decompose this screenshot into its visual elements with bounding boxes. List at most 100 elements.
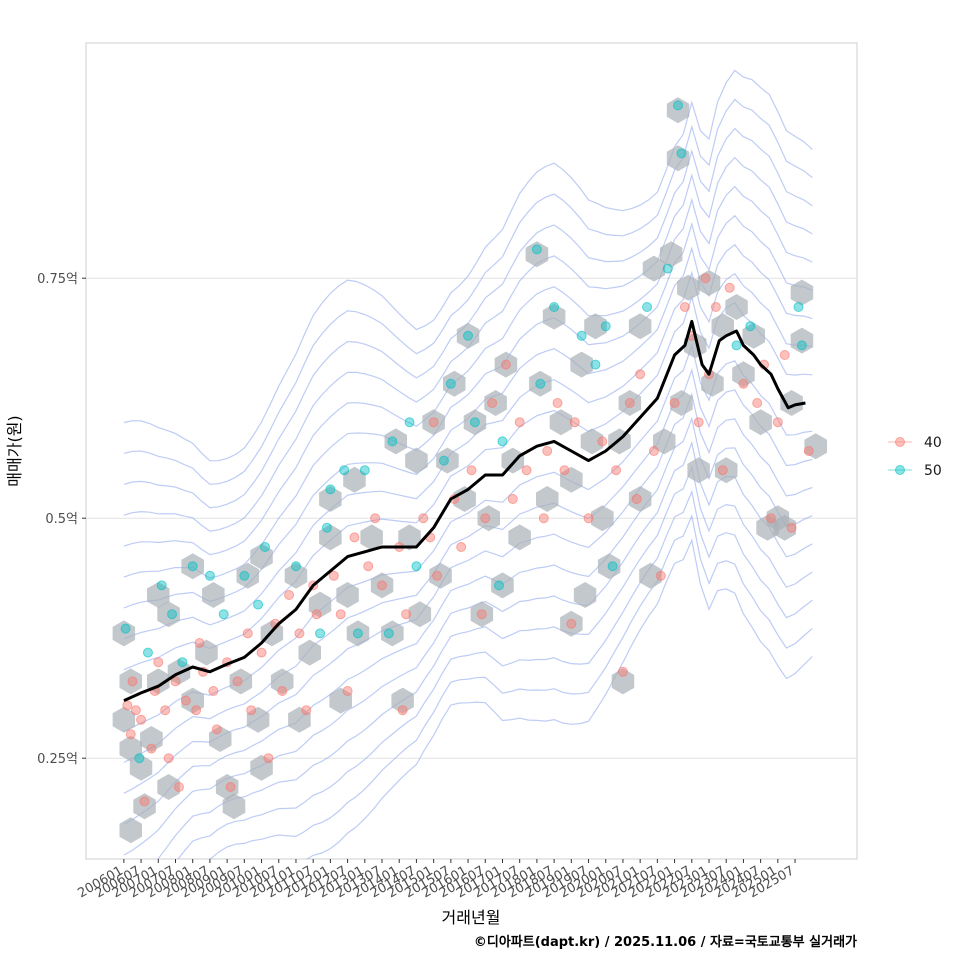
scatter-point-50 bbox=[411, 561, 422, 572]
scatter-point-40 bbox=[370, 513, 381, 524]
hexbin bbox=[573, 582, 597, 608]
hexbin bbox=[560, 466, 583, 493]
panel-background bbox=[85, 42, 858, 860]
scatter-point-40 bbox=[246, 705, 257, 716]
scatter-point-50 bbox=[383, 628, 394, 639]
hexbin bbox=[477, 505, 500, 532]
density-contour bbox=[123, 214, 813, 579]
hexbin bbox=[381, 620, 404, 647]
density-contour bbox=[123, 270, 813, 640]
scatter-point-50 bbox=[796, 340, 807, 351]
x-axis-title: 거래년월 bbox=[442, 908, 501, 927]
scatter-point-40 bbox=[480, 513, 491, 524]
hexbin bbox=[742, 322, 765, 349]
scatter-point-40 bbox=[377, 580, 388, 591]
scatter-point-50 bbox=[662, 263, 673, 274]
scatter-point-40 bbox=[122, 700, 133, 711]
hexbin bbox=[429, 562, 452, 589]
hexbin bbox=[749, 409, 772, 436]
scatter-point-40 bbox=[242, 628, 253, 639]
scatter-point-40 bbox=[514, 417, 525, 428]
hexbin bbox=[529, 370, 552, 397]
hexbin bbox=[119, 668, 142, 695]
hexbin bbox=[597, 553, 621, 580]
scatter-point-40 bbox=[538, 513, 549, 524]
density-contour bbox=[123, 69, 813, 462]
scatter-point-40 bbox=[752, 398, 763, 408]
hexbin bbox=[319, 486, 342, 512]
legend-label-50: 50 bbox=[924, 463, 942, 479]
hexbin bbox=[195, 639, 218, 666]
scatter-point-40 bbox=[559, 465, 570, 476]
scatter-point-50 bbox=[315, 628, 326, 639]
hexbin bbox=[250, 754, 273, 781]
hexbin bbox=[677, 274, 700, 301]
scatter-point-40 bbox=[779, 350, 790, 360]
scatter-point-50 bbox=[387, 436, 398, 447]
scatter-point-40 bbox=[160, 705, 171, 716]
hexbin bbox=[319, 524, 342, 551]
density-contour bbox=[177, 489, 813, 859]
hexbin bbox=[697, 270, 721, 296]
scatter-point-40 bbox=[170, 676, 181, 687]
scatter-point-40 bbox=[277, 686, 288, 696]
scatter-point-50 bbox=[290, 561, 301, 572]
hexbin bbox=[642, 255, 666, 282]
scatter-point-50 bbox=[469, 417, 480, 428]
hexbin bbox=[236, 562, 259, 589]
hexbin bbox=[508, 524, 531, 551]
hexbin bbox=[288, 706, 311, 733]
hexbin bbox=[687, 457, 710, 484]
scatter-point-40 bbox=[208, 686, 219, 696]
scatter-point-50 bbox=[187, 561, 198, 572]
scatter-point-40 bbox=[397, 705, 408, 716]
hexbin bbox=[453, 486, 476, 512]
hexbin bbox=[112, 706, 136, 733]
scatter-point-50 bbox=[438, 455, 449, 466]
density-contour bbox=[123, 367, 813, 763]
scatter-point-50 bbox=[673, 100, 684, 111]
scatter-point-40 bbox=[363, 561, 374, 572]
scatter-point-50 bbox=[497, 436, 508, 447]
hexbin bbox=[202, 582, 225, 608]
density-contour bbox=[123, 98, 813, 485]
scatter-point-40 bbox=[163, 753, 174, 764]
hexbin bbox=[140, 726, 163, 752]
hexbin bbox=[494, 351, 518, 378]
scatter-point-40 bbox=[284, 590, 295, 600]
scatter-point-40 bbox=[566, 618, 577, 629]
hexbin bbox=[398, 524, 421, 551]
hexbin bbox=[384, 428, 407, 455]
scatter-point-50 bbox=[239, 570, 250, 581]
scatter-point-40 bbox=[130, 705, 141, 716]
hexbin bbox=[780, 390, 803, 416]
scatter-point-40 bbox=[772, 417, 783, 428]
hexbin bbox=[659, 241, 683, 268]
trend-line bbox=[123, 319, 806, 702]
density-contour bbox=[123, 416, 813, 825]
hexbin bbox=[484, 390, 507, 416]
hexbin bbox=[436, 447, 459, 474]
scatter-point-40 bbox=[194, 638, 205, 648]
hexbin bbox=[549, 409, 573, 436]
density-contour bbox=[208, 513, 813, 859]
scatter-point-40 bbox=[466, 465, 477, 476]
scatter-point-50 bbox=[576, 330, 587, 341]
scatter-point-40 bbox=[655, 570, 666, 581]
scatter-point-40 bbox=[342, 686, 353, 696]
scatter-point-40 bbox=[146, 743, 157, 754]
scatter-point-50 bbox=[204, 570, 215, 581]
y-tick-label: 0.5억 bbox=[45, 512, 78, 527]
hexbin bbox=[591, 505, 614, 532]
hexbin bbox=[222, 793, 246, 820]
hexbin bbox=[308, 591, 332, 618]
hexbin bbox=[270, 668, 294, 695]
hexbin bbox=[491, 572, 514, 599]
scatter-point-40 bbox=[125, 729, 136, 740]
hexbin bbox=[714, 457, 738, 484]
scatter-point-50 bbox=[339, 465, 350, 476]
hexbin bbox=[732, 361, 755, 388]
scatter-point-40 bbox=[263, 753, 274, 764]
scatter-point-40 bbox=[765, 513, 776, 524]
hexbin bbox=[580, 428, 604, 455]
